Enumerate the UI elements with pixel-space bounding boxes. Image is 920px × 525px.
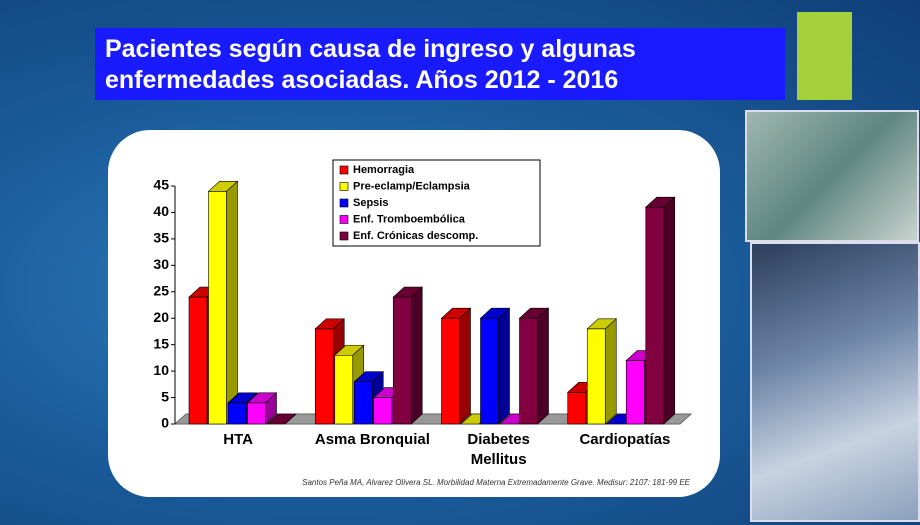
legend-box [332, 159, 541, 247]
legend-swatch [339, 198, 349, 208]
y-tick-label: 30 [153, 256, 169, 272]
bar [334, 354, 354, 425]
bar [353, 381, 373, 425]
bar-top [246, 392, 278, 404]
y-tick-label: 45 [153, 177, 169, 193]
bar-side [226, 180, 238, 425]
bar-top [644, 196, 676, 208]
accent-block [797, 12, 852, 100]
bar-top [479, 307, 511, 319]
bar [625, 360, 645, 425]
bar-side [410, 286, 423, 425]
photo-surgery [745, 110, 919, 242]
y-tick-label: 5 [161, 388, 169, 404]
bar [373, 397, 393, 425]
bar-top [207, 180, 239, 192]
y-tick-label: 40 [153, 203, 169, 219]
bar [247, 402, 266, 425]
legend-swatch [339, 215, 349, 224]
bar [567, 391, 587, 425]
x-tick-label: Cardiopatías [579, 431, 671, 448]
legend-label: Hemorragia [353, 164, 415, 176]
y-tick-label: 20 [153, 309, 169, 325]
source-note: Santos Peña MA, Alvarez Olivera SL. Morb… [302, 478, 690, 487]
bar [441, 317, 460, 425]
bar [645, 206, 665, 425]
bar-top [440, 307, 472, 319]
slide-title: Pacientes según causa de ingreso y algun… [95, 28, 785, 100]
bar-top [353, 371, 385, 382]
legend-label: Enf. Tromboembólica [353, 213, 466, 225]
x-tick-label: Asma Bronquial [314, 431, 430, 448]
legend-label: Pre-eclamp/Eclampsia [353, 180, 471, 192]
bar-side [459, 307, 471, 425]
bar [586, 328, 606, 425]
x-tick-label: Diabetes Mellitus [467, 431, 530, 468]
bar-top [227, 392, 258, 404]
bar [480, 317, 499, 425]
bar [208, 190, 227, 425]
bar [188, 296, 208, 425]
bar [227, 402, 247, 425]
bar-side [604, 318, 617, 425]
bar-top [392, 286, 424, 298]
legend-swatch [339, 165, 349, 175]
legend-swatch [339, 231, 349, 241]
bar-side [663, 196, 676, 425]
bar-top [314, 318, 346, 330]
photo-magnifier [750, 242, 920, 522]
bar-top [266, 413, 297, 425]
bar-side [498, 307, 510, 425]
bar [519, 317, 538, 425]
y-tick-label: 25 [153, 282, 169, 298]
legend-label: Enf. Crónicas descomp. [353, 230, 478, 242]
bar-top [518, 307, 550, 319]
bar [314, 328, 334, 425]
y-tick-label: 35 [153, 230, 169, 246]
x-tick-label: HTA [223, 431, 253, 448]
bar-top [333, 344, 365, 356]
y-tick-label: 10 [153, 362, 169, 378]
y-tick-label: 15 [153, 335, 169, 351]
bar-side [537, 307, 549, 425]
y-tick-label: 0 [161, 415, 169, 431]
legend-label: Sepsis [353, 197, 388, 209]
legend-swatch [339, 182, 349, 191]
bar [392, 296, 412, 425]
bar-top [586, 318, 618, 330]
